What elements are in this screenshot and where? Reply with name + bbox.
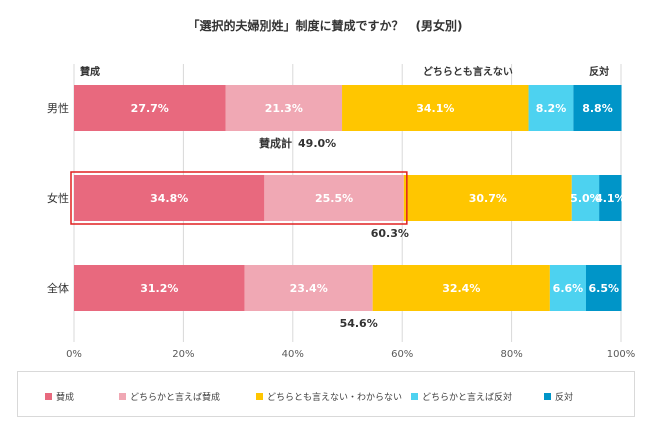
- legend-item: 賛成: [45, 390, 74, 403]
- legend-label: どちらとも言えない・わからない: [267, 393, 403, 403]
- legend-swatch: [119, 393, 126, 400]
- group-label-agree: 賛成: [80, 65, 100, 78]
- legend-swatch: [544, 393, 551, 400]
- data-label: 6.6%: [553, 282, 584, 295]
- legend-item: 反対: [544, 390, 573, 403]
- legend: 賛成 どちらかと言えば賛成 どちらとも言えない・わからない どちらかと言えば反対 反対: [17, 371, 635, 417]
- data-label: 27.7%: [131, 102, 169, 115]
- bar-segment: [549, 265, 586, 311]
- total-value: 60.3%: [371, 227, 409, 240]
- bar-segment: [573, 85, 622, 131]
- category-label: 全体: [47, 281, 69, 295]
- data-label: 5.0%: [570, 192, 601, 205]
- bar-segment: [74, 175, 265, 221]
- x-tick-label: 40%: [282, 349, 304, 360]
- x-tick-label: 80%: [500, 349, 522, 360]
- group-label-disagree: 反対: [589, 65, 609, 78]
- bar-segment: [372, 265, 550, 311]
- legend-item: どちらかと言えば反対: [411, 390, 512, 403]
- bar-segment: [74, 85, 226, 131]
- legend-swatch: [256, 393, 263, 400]
- x-tick-label: 0%: [66, 349, 82, 360]
- bar-segment: [244, 265, 373, 311]
- bar-segment: [403, 175, 572, 221]
- category-label: 男性: [47, 101, 69, 115]
- total-value: 49.0%: [298, 137, 336, 150]
- data-label: 8.2%: [536, 102, 567, 115]
- legend-swatch: [411, 393, 418, 400]
- bar-segment: [528, 85, 574, 131]
- legend-label: 賛成: [56, 393, 75, 403]
- legend-label: 反対: [555, 393, 574, 403]
- legend-swatch: [45, 393, 52, 400]
- legend-item: どちらとも言えない・わからない: [256, 390, 402, 403]
- bar-segment: [264, 175, 404, 221]
- data-label: 34.8%: [150, 192, 188, 205]
- bar-segment: [74, 265, 245, 311]
- total-value: 54.6%: [340, 317, 378, 330]
- bar-segment: [342, 85, 529, 131]
- x-tick-label: 20%: [172, 349, 194, 360]
- data-label: 4.1%: [595, 192, 626, 205]
- group-label-neutral: どちらとも言えない: [423, 65, 513, 78]
- data-label: 8.8%: [582, 102, 613, 115]
- bar-segment: [599, 175, 622, 221]
- category-label: 女性: [47, 191, 69, 205]
- data-label: 31.2%: [140, 282, 178, 295]
- chart-title: 「選択的夫婦別姓」制度に賛成ですか？ (男女別): [188, 18, 463, 33]
- data-label: 21.3%: [265, 102, 303, 115]
- bar-segment: [585, 265, 622, 311]
- data-label: 30.7%: [469, 192, 507, 205]
- legend-label: どちらかと言えば賛成: [130, 393, 221, 403]
- data-label: 34.1%: [416, 102, 454, 115]
- bar-segment: [571, 175, 600, 221]
- data-label: 23.4%: [290, 282, 328, 295]
- data-label: 6.5%: [589, 282, 620, 295]
- highlight-box: [70, 171, 408, 225]
- legend-label: どちらかと言えば反対: [422, 393, 513, 403]
- data-label: 25.5%: [315, 192, 353, 205]
- data-label: 32.4%: [442, 282, 480, 295]
- x-tick-label: 100%: [607, 349, 636, 360]
- x-tick-label: 60%: [391, 349, 413, 360]
- bar-segment: [225, 85, 343, 131]
- legend-item: どちらかと言えば賛成: [119, 390, 220, 403]
- total-label: 賛成計: [259, 136, 292, 150]
